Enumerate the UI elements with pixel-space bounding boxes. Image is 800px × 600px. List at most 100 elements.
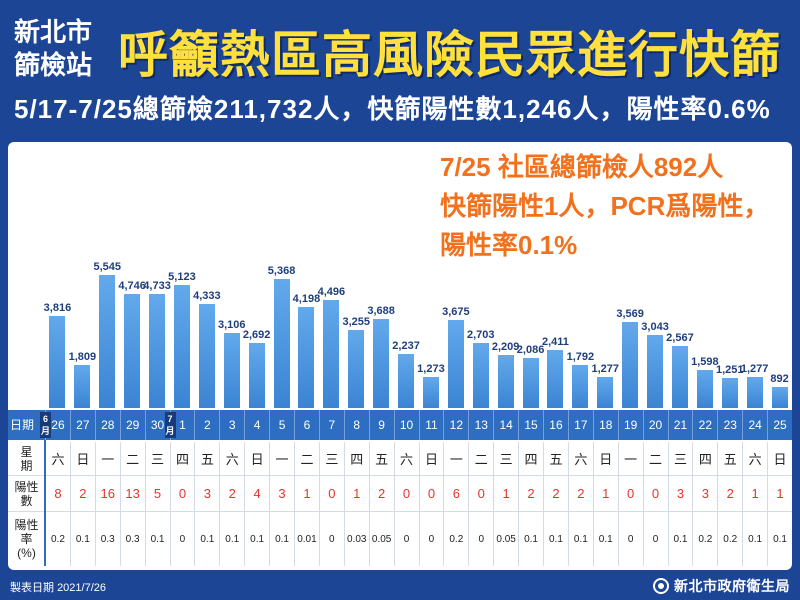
positive-count-cell: 6 <box>443 476 468 511</box>
bar-value-label: 2,411 <box>541 336 569 349</box>
weekday-row: 星期 六日一二三四五六日一二三四五六日一二三四五六日一二三四五六日 <box>8 442 792 476</box>
bar-value-label: 3,043 <box>641 320 669 333</box>
bar <box>522 357 539 408</box>
weekday-cell: 一 <box>443 442 468 475</box>
bar <box>398 354 415 408</box>
bar <box>248 343 265 408</box>
weekday-cell: 四 <box>692 442 717 475</box>
positive-rate-cell: 0.2 <box>717 512 742 566</box>
footer-date-label: 製表日期 <box>10 582 54 594</box>
positive-rate-cell: 0 <box>169 512 195 566</box>
summary-line: 5/17-7/25總篩檢211,732人，快篩陽性數1,246人，陽性率0.6% <box>14 94 771 124</box>
bar-value-label: 1,598 <box>691 355 719 368</box>
positive-rate-cell: 0.1 <box>543 512 568 566</box>
bar-value-label: 5,545 <box>93 260 122 273</box>
positive-rate-cell: 0.03 <box>343 512 369 566</box>
station-line-2: 篩檢站 <box>14 50 93 80</box>
bar-value-label: 3,569 <box>616 308 644 321</box>
positive-count-cell: 0 <box>418 476 444 511</box>
weekday-cell: 四 <box>518 442 543 475</box>
positive-rate-label-text: 陽性率(%) <box>14 518 39 560</box>
bar <box>223 333 240 408</box>
positive-rate-cell: 0.01 <box>294 512 319 566</box>
positive-rate-cell: 0.1 <box>518 512 543 566</box>
weekday-cell: 四 <box>169 442 195 475</box>
bar-value-label: 1,809 <box>68 350 97 363</box>
weekday-cell: 五 <box>368 442 394 475</box>
positive-rate-cell: 0.2 <box>692 512 717 566</box>
date-label-text: 日期 <box>9 418 34 432</box>
date-cell: 17 <box>567 410 593 440</box>
positive-rate-cell: 0 <box>318 512 344 566</box>
positive-rate-cell: 0.1 <box>194 512 219 566</box>
date-cell: 10 <box>393 410 419 440</box>
bar-value-label: 2,692 <box>242 329 271 342</box>
positive-rate-cell: 0.3 <box>94 512 120 566</box>
positive-rate-cell: 0.1 <box>767 512 792 566</box>
date-cell: 25 <box>767 410 792 440</box>
date-cell: 3 <box>219 410 244 440</box>
positive-rate-cell: 0.3 <box>119 512 145 566</box>
bar <box>348 329 365 408</box>
positive-rate-cell: 0 <box>418 512 444 566</box>
date-cell: 21 <box>667 410 693 440</box>
positive-rate-cell: 0.1 <box>269 512 294 566</box>
bar <box>472 343 489 408</box>
weekday-cell: 五 <box>717 442 742 475</box>
date-cell: 24 <box>742 410 767 440</box>
bar <box>74 364 91 408</box>
weekday-cell: 三 <box>493 442 518 475</box>
footer-date: 製表日期 2021/7/26 <box>10 579 106 595</box>
bar-value-label: 2,086 <box>516 343 545 356</box>
weekday-cell: 一 <box>94 442 120 475</box>
positive-count-cell: 5 <box>144 476 170 511</box>
footer-org: 新北市政府衛生局 <box>653 576 790 596</box>
positive-count-cell: 2 <box>567 476 593 511</box>
annotation-line-1: 7/25 社區總篩檢人892人 <box>440 152 724 182</box>
org-name: 新北市政府衛生局 <box>674 578 790 594</box>
date-cell: 6 <box>294 410 319 440</box>
date-cell: 27 <box>69 410 95 440</box>
weekday-label-text: 星期 <box>20 444 33 473</box>
positive-rate-cell: 0.1 <box>244 512 269 566</box>
label-column-divider <box>44 440 46 566</box>
bar-value-label: 892 <box>770 372 789 385</box>
positive-rate-cell: 0 <box>468 512 493 566</box>
date-cell: 30 <box>144 410 170 440</box>
positive-count-cell: 0 <box>468 476 493 511</box>
bar-value-label: 1,277 <box>591 363 620 376</box>
bar-value-label: 4,746 <box>118 280 146 293</box>
bar-value-label: 2,237 <box>392 340 420 353</box>
bar <box>422 377 439 408</box>
bar <box>746 377 763 408</box>
bar <box>597 377 614 408</box>
positive-rate-cell: 0 <box>617 512 643 566</box>
bar-value-label: 1,792 <box>566 350 595 363</box>
date-cell: 4 <box>244 410 269 440</box>
positive-count-cell: 2 <box>518 476 543 511</box>
date-cell: 15 <box>518 410 543 440</box>
weekday-row-label: 星期 <box>8 442 45 475</box>
positive-count-cell: 2 <box>219 476 244 511</box>
weekday-cell: 日 <box>592 442 618 475</box>
bar-value-label: 3,255 <box>342 315 371 328</box>
weekday-cell: 日 <box>69 442 95 475</box>
date-cell: 22 <box>692 410 717 440</box>
bar-value-label: 2,567 <box>666 332 694 345</box>
bar <box>99 274 116 408</box>
weekday-cell: 三 <box>144 442 170 475</box>
positive-count-cell: 4 <box>244 476 269 511</box>
bar <box>447 319 464 408</box>
month-marker: 6月 <box>40 412 51 438</box>
positive-rate-cell: 0.05 <box>368 512 394 566</box>
date-row: 日期 26 27 28 29 30 1 2 3 4 5 6 7 8 9 10 11 12 13 14 15 16 17 18… <box>8 410 792 440</box>
weekday-cell: 日 <box>418 442 444 475</box>
date-cell: 9 <box>368 410 394 440</box>
positive-rate-cell: 0.05 <box>493 512 518 566</box>
chart-card: 7/25 社區總篩檢人892人 快篩陽性1人，PCR爲陽性， 陽性率0.1% 日… <box>8 142 792 570</box>
bar-value-label: 5,123 <box>168 271 196 284</box>
bar <box>721 377 738 408</box>
positive-rate-cell: 0 <box>642 512 668 566</box>
month-marker: 7月 <box>164 412 176 438</box>
annotation-line-2: 快篩陽性1人，PCR爲陽性， <box>440 191 770 221</box>
